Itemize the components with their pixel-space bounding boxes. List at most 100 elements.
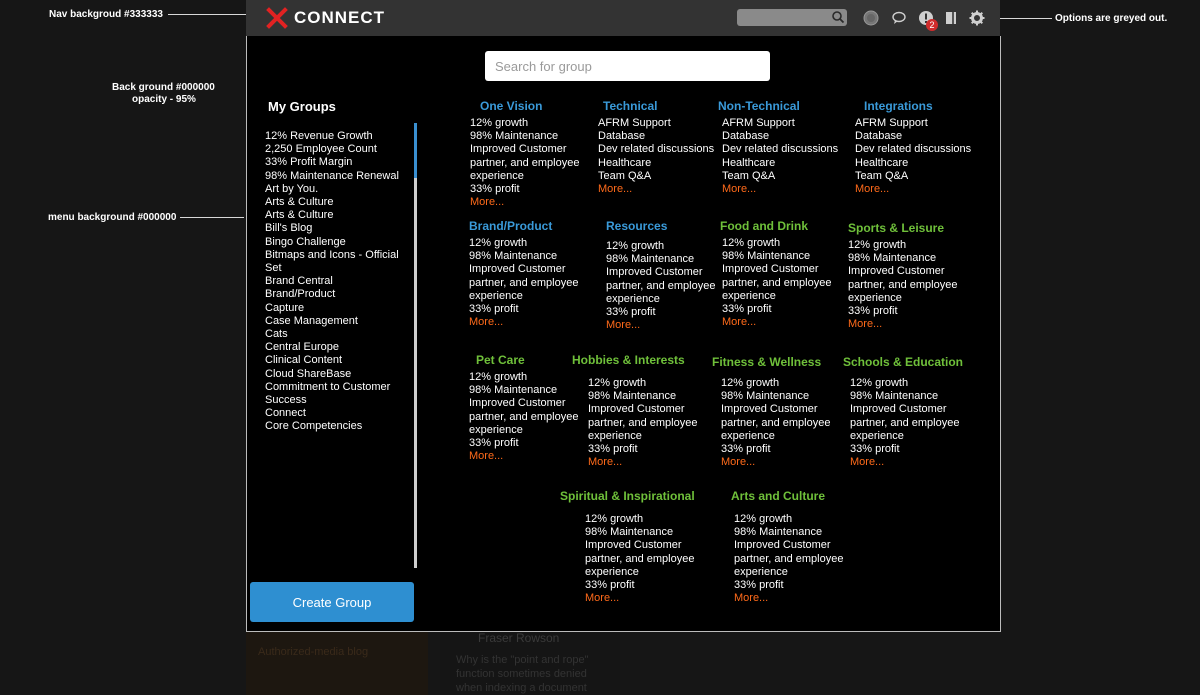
group-title[interactable]: Non-Technical bbox=[718, 99, 800, 113]
group-items: AFRM Support Database Dev related discus… bbox=[598, 117, 714, 183]
group-item: experience bbox=[588, 429, 642, 442]
my-group-item[interactable]: Capture bbox=[265, 301, 305, 314]
group-title[interactable]: Schools & Education bbox=[843, 355, 964, 369]
my-group-item[interactable]: Bill's Blog bbox=[265, 222, 313, 235]
more-link[interactable]: More... bbox=[469, 316, 504, 329]
create-group-button[interactable]: Create Group bbox=[250, 582, 414, 622]
my-group-item[interactable]: Brand/Product bbox=[265, 288, 336, 301]
group-item: Team Q&A bbox=[722, 169, 776, 182]
group-title[interactable]: Integrations bbox=[864, 99, 933, 113]
group-item: experience bbox=[469, 289, 523, 302]
group-item: 33% profit bbox=[606, 306, 656, 319]
my-group-item[interactable]: 12% Revenue Growth bbox=[265, 130, 373, 142]
group-item: 33% profit bbox=[850, 443, 900, 456]
my-groups-scrollbar[interactable] bbox=[414, 123, 417, 568]
more-link[interactable]: More... bbox=[469, 450, 504, 463]
group-item: 12% growth bbox=[721, 377, 780, 389]
group-item: 33% profit bbox=[721, 443, 771, 456]
group-items: 12% growth 98% Maintenance Improved Cust… bbox=[848, 239, 957, 318]
my-group-item[interactable]: Commitment to Customer Success bbox=[265, 380, 391, 407]
more-link[interactable]: More... bbox=[470, 196, 505, 209]
group-item: 33% profit bbox=[722, 303, 772, 316]
my-group-item[interactable]: Art by You. bbox=[265, 182, 319, 195]
group-title[interactable]: Food and Drink bbox=[720, 219, 808, 233]
group-item: Improved Customer bbox=[722, 263, 819, 276]
group-item: 12% growth bbox=[469, 371, 528, 383]
group-title[interactable]: Resources bbox=[606, 219, 668, 233]
group-item: 33% profit bbox=[588, 443, 638, 456]
group-item: experience bbox=[585, 565, 639, 578]
group-item: Database bbox=[722, 130, 770, 143]
my-group-item[interactable]: 98% Maintenance Renewal bbox=[265, 169, 399, 182]
group-title[interactable]: Brand/Product bbox=[469, 219, 553, 233]
group-card-schools-education: Schools & Education 12% growth 98% Maint… bbox=[843, 355, 963, 469]
group-search-input[interactable] bbox=[485, 51, 770, 81]
my-group-item[interactable]: Central Europe bbox=[265, 341, 339, 354]
my-group-item[interactable]: Arts & Culture bbox=[265, 209, 334, 222]
more-link[interactable]: More... bbox=[722, 183, 757, 196]
more-link[interactable]: More... bbox=[855, 183, 890, 196]
group-title[interactable]: Technical bbox=[603, 99, 658, 113]
group-title[interactable]: Pet Care bbox=[476, 353, 525, 367]
my-group-item[interactable]: 33% Profit Margin bbox=[265, 156, 353, 169]
group-title[interactable]: Hobbies & Interests bbox=[572, 353, 685, 367]
my-group-item[interactable]: Bitmaps and Icons - Official Set bbox=[265, 248, 399, 275]
group-item: 98% Maintenance bbox=[734, 526, 823, 539]
group-item: Improved Customer bbox=[585, 539, 682, 552]
group-item: Healthcare bbox=[722, 156, 776, 169]
background-column-middle bbox=[440, 630, 620, 695]
annotation-line-nav bbox=[168, 14, 248, 15]
brand-name[interactable]: CONNECT bbox=[294, 8, 386, 27]
my-group-item[interactable]: Arts & Culture bbox=[265, 196, 334, 209]
group-item: Team Q&A bbox=[598, 169, 652, 182]
my-groups-scrollbar-thumb[interactable] bbox=[414, 123, 417, 178]
my-group-item[interactable]: Cats bbox=[265, 328, 288, 341]
more-link[interactable]: More... bbox=[848, 318, 883, 331]
search-icon bbox=[832, 11, 845, 24]
group-item: partner, and employee bbox=[722, 276, 832, 289]
x-logo-icon[interactable] bbox=[266, 7, 288, 29]
group-item: 98% Maintenance bbox=[722, 250, 811, 263]
group-items: 12% growth 98% Maintenance Improved Cust… bbox=[722, 237, 831, 316]
my-group-item[interactable]: 2,250 Employee Count bbox=[265, 143, 377, 156]
group-title[interactable]: Spiritual & Inspirational bbox=[560, 489, 695, 503]
group-item: 98% Maintenance bbox=[469, 250, 558, 263]
group-item: Dev related discussions bbox=[722, 143, 839, 156]
group-item: partner, and employee bbox=[848, 278, 958, 291]
group-title[interactable]: Sports & Leisure bbox=[848, 221, 945, 235]
more-link[interactable]: More... bbox=[722, 316, 757, 329]
group-title[interactable]: Fitness & Wellness bbox=[712, 355, 822, 369]
more-link[interactable]: More... bbox=[606, 319, 641, 332]
my-group-item[interactable]: Core Competencies bbox=[265, 420, 363, 433]
group-card-pet-care: Pet Care 12% growth 98% Maintenance Impr… bbox=[469, 353, 578, 463]
more-link[interactable]: More... bbox=[734, 592, 769, 605]
my-group-item[interactable]: Case Management bbox=[265, 314, 358, 327]
more-link[interactable]: More... bbox=[850, 456, 885, 469]
group-item: experience bbox=[734, 565, 788, 578]
group-item: experience bbox=[606, 292, 660, 305]
group-items: 12% growth 98% Maintenance Improved Cust… bbox=[721, 377, 830, 456]
annotation-options-greyed: Options are greyed out. bbox=[1055, 13, 1168, 24]
group-card-food-and-drink: Food and Drink 12% growth 98% Maintenanc… bbox=[720, 219, 831, 329]
group-items: 12% growth 98% Maintenance Improved Cust… bbox=[469, 237, 578, 316]
more-link[interactable]: More... bbox=[598, 183, 633, 196]
more-link[interactable]: More... bbox=[721, 456, 756, 469]
group-item: Team Q&A bbox=[855, 169, 909, 182]
group-item: 33% profit bbox=[470, 183, 520, 196]
my-group-item[interactable]: Cloud ShareBase bbox=[265, 367, 352, 380]
more-link[interactable]: More... bbox=[588, 456, 623, 469]
my-group-item[interactable]: Bingo Challenge bbox=[265, 235, 346, 248]
group-item: 98% Maintenance bbox=[588, 390, 677, 403]
group-title[interactable]: One Vision bbox=[480, 99, 543, 113]
groups-modal bbox=[246, 36, 1001, 632]
my-group-item[interactable]: Connect bbox=[265, 407, 306, 420]
group-item: partner, and employee bbox=[469, 276, 579, 289]
group-title[interactable]: Arts and Culture bbox=[731, 489, 826, 503]
group-item: partner, and employee bbox=[721, 416, 831, 429]
group-item: partner, and employee bbox=[588, 416, 698, 429]
my-group-item[interactable]: Clinical Content bbox=[265, 354, 343, 367]
more-link[interactable]: More... bbox=[585, 592, 620, 605]
group-card-technical: Technical AFRM Support Database Dev rela… bbox=[598, 99, 714, 196]
my-group-item[interactable]: Brand Central bbox=[265, 275, 333, 288]
group-items: 12% growth 98% Maintenance Improved Cust… bbox=[585, 513, 695, 592]
